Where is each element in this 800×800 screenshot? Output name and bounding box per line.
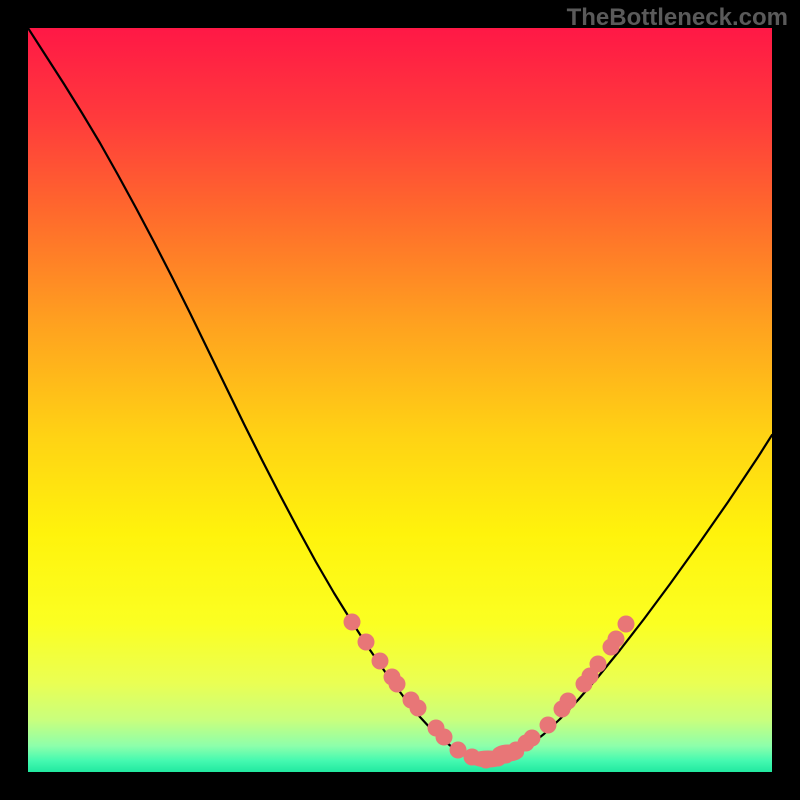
watermark-text: TheBottleneck.com	[567, 4, 788, 32]
data-markers	[28, 28, 772, 772]
plot-area	[28, 28, 772, 772]
